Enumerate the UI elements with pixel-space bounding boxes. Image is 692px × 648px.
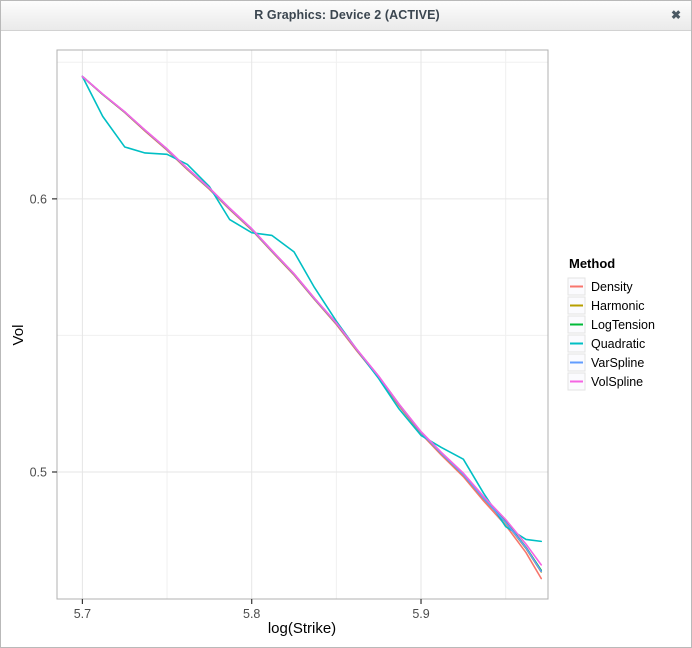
graphics-canvas: 5.7 5.8 5.9 0.5 0.6 log(Strike) Vol Method … [1, 32, 691, 647]
legend-label: Quadratic [591, 337, 645, 351]
x-axis-tick-label: 5.7 [74, 607, 91, 621]
plot-area: 5.7 5.8 5.9 0.5 0.6 log(Strike) Vol Method … [1, 32, 691, 647]
legend-title: Method [569, 256, 615, 271]
legend-entry-density[interactable]: Density [567, 277, 633, 296]
y-axis-title: Vol [10, 325, 27, 346]
panel-border [56, 49, 549, 600]
grid-minor [57, 50, 548, 599]
x-axis-tick-label: 5.8 [243, 607, 260, 621]
y-axis-tick-label: 0.6 [30, 192, 47, 206]
grid-major [57, 50, 548, 599]
legend-label: VolSpline [591, 375, 643, 389]
legend-entry-harmonic[interactable]: Harmonic [567, 296, 645, 315]
legend-entry-volspline[interactable]: VolSpline [567, 372, 643, 391]
x-axis-tick-label: 5.9 [412, 607, 429, 621]
legend-label: Density [591, 280, 633, 294]
window-title: R Graphics: Device 2 (ACTIVE) [254, 8, 440, 22]
legend-label: VarSpline [591, 356, 644, 370]
ggplot-line-chart: 5.7 5.8 5.9 0.5 0.6 log(Strike) Vol Method … [1, 32, 691, 647]
series-line-volspline [81, 75, 543, 566]
legend-entry-logtension[interactable]: LogTension [567, 315, 655, 334]
legend-label: Harmonic [591, 299, 645, 313]
legend-entries: Density Harmonic LogTension Quadratic VarSpl… [567, 277, 655, 391]
y-axis-tick-label: 0.5 [30, 465, 47, 479]
series-line-quadratic [81, 75, 543, 543]
legend-entry-varspline[interactable]: VarSpline [567, 353, 644, 372]
series-lines [81, 75, 543, 580]
window-titlebar: R Graphics: Device 2 (ACTIVE) ✖ [1, 1, 691, 31]
close-icon[interactable]: ✖ [670, 8, 682, 22]
x-axis-title: log(Strike) [268, 620, 336, 637]
legend: Method Density Harmonic LogTension Quadrati… [567, 256, 655, 391]
legend-entry-quadratic[interactable]: Quadratic [567, 334, 645, 353]
x-axis-tick-labels: 5.7 5.8 5.9 [74, 607, 430, 621]
axis-ticks [52, 198, 422, 604]
legend-label: LogTension [591, 318, 655, 332]
chart-background [1, 32, 691, 647]
y-axis-tick-labels: 0.5 0.6 [30, 192, 47, 479]
